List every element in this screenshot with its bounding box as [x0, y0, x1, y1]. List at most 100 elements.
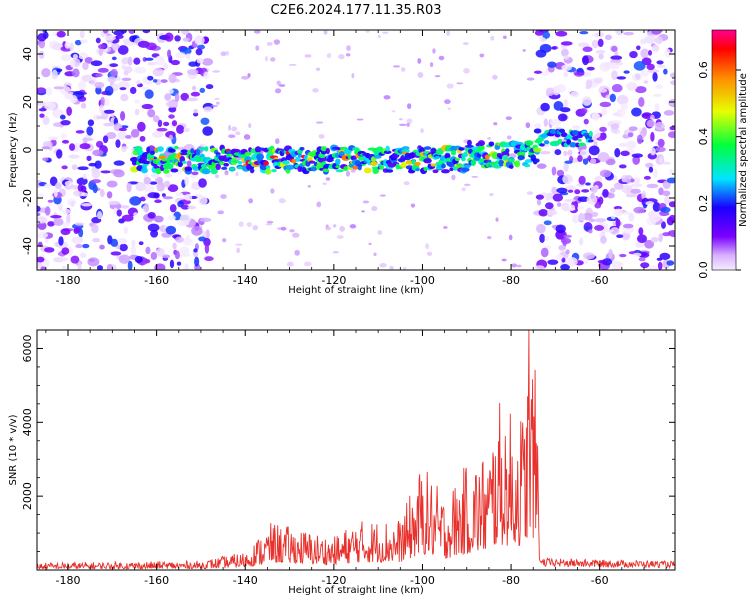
heatmap-cell — [109, 63, 119, 68]
heatmap-cell — [61, 247, 70, 255]
heatmap-cell — [356, 163, 363, 167]
heatmap-cell — [446, 30, 450, 36]
heatmap-cell — [182, 237, 193, 246]
heatmap-cell — [294, 249, 300, 256]
heatmap-cell — [323, 30, 328, 35]
heatmap-cell — [146, 146, 151, 154]
heatmap-cell — [154, 263, 166, 270]
heatmap-cell — [60, 54, 71, 62]
x-tick-label: -180 — [56, 274, 81, 287]
heatmap-cell — [599, 126, 607, 132]
heatmap-cell — [127, 56, 133, 66]
heatmap-cell — [536, 199, 542, 206]
heatmap-cell — [357, 165, 362, 171]
heatmap-cell — [458, 147, 465, 151]
heatmap-cell — [666, 260, 675, 266]
heatmap-cell — [543, 118, 549, 127]
heatmap-cell — [382, 31, 389, 34]
heatmap-cell — [151, 131, 164, 138]
heatmap-cell — [543, 140, 550, 145]
heatmap-cell — [590, 192, 595, 200]
heatmap-cell — [252, 225, 259, 231]
heatmap-cell — [40, 266, 46, 270]
heatmap-cell — [502, 155, 509, 161]
heatmap-cell — [45, 87, 53, 96]
heatmap-cell — [588, 229, 593, 234]
heatmap-cell — [365, 30, 370, 33]
heatmap-cell — [635, 86, 647, 94]
heatmap-cell — [69, 95, 78, 104]
heatmap-cell — [539, 233, 545, 243]
heatmap-cell — [176, 192, 184, 197]
heatmap-cell — [565, 249, 570, 255]
heatmap-cell — [577, 205, 584, 210]
heatmap-cell — [77, 52, 88, 60]
heatmap-cell — [392, 65, 400, 68]
heatmap-cell — [322, 182, 327, 185]
heatmap-cell — [423, 158, 432, 164]
heatmap-cell — [191, 85, 197, 91]
heatmap-cell — [560, 263, 570, 270]
heatmap-cell — [42, 115, 50, 126]
heatmap-cell — [534, 123, 542, 129]
x-tick-label: -140 — [233, 574, 258, 587]
heatmap-cell — [465, 144, 474, 148]
heatmap-cell — [563, 71, 569, 78]
heatmap-cell — [270, 57, 276, 62]
heatmap-cell — [42, 157, 49, 162]
heatmap-cell — [640, 38, 647, 45]
heatmap-cell — [68, 154, 80, 159]
heatmap-cell — [369, 161, 378, 167]
heatmap-cell — [99, 189, 105, 198]
x-tick-label: -100 — [410, 274, 435, 287]
heatmap-cell — [142, 160, 151, 165]
heatmap-cell — [164, 173, 173, 178]
heatmap-cell — [644, 239, 655, 249]
heatmap-cell — [629, 82, 634, 87]
heatmap-cell — [76, 177, 88, 186]
heatmap-cell — [201, 58, 214, 66]
heatmap-cell — [164, 32, 174, 42]
heatmap-cell — [400, 67, 406, 72]
heatmap-cell — [58, 236, 64, 246]
heatmap-cell — [60, 119, 71, 126]
heatmap-cell — [150, 251, 158, 260]
heatmap-cell — [524, 140, 534, 146]
heatmap-cell — [653, 168, 658, 179]
heatmap-cell — [493, 122, 498, 126]
heatmap-cell — [630, 183, 643, 188]
heatmap-cell — [185, 53, 191, 60]
heatmap-cell — [441, 163, 446, 169]
snr-series-line — [37, 330, 675, 570]
heatmap-cell — [161, 158, 168, 162]
heatmap-cell — [646, 119, 655, 128]
heatmap-cell — [143, 203, 150, 213]
heatmap-cell — [304, 54, 312, 58]
heatmap-cell — [155, 167, 162, 175]
heatmap-cell — [119, 111, 126, 121]
heatmap-cell — [379, 194, 387, 197]
heatmap-cell — [642, 203, 647, 209]
heatmap-cell — [540, 102, 550, 112]
heatmap-cell — [582, 157, 589, 165]
heatmap-cell — [104, 85, 114, 96]
heatmap-cell — [564, 198, 577, 203]
heatmap-cell — [184, 176, 190, 186]
heatmap-cell — [563, 234, 572, 238]
heatmap-cell — [64, 41, 71, 49]
heatmap-cell — [557, 138, 563, 145]
heatmap-cell — [125, 134, 132, 139]
heatmap-cell — [585, 79, 593, 89]
heatmap-cell — [597, 38, 604, 48]
heatmap-cell — [229, 167, 235, 171]
heatmap-cell — [237, 166, 244, 170]
heatmap-cell — [556, 187, 568, 194]
heatmap-cell — [147, 223, 160, 232]
heatmap-cell — [190, 91, 201, 97]
heatmap-cell — [593, 129, 601, 138]
heatmap-cell — [487, 137, 492, 140]
heatmap-cell — [53, 86, 65, 90]
heatmap-cell — [623, 70, 630, 74]
heatmap-cell — [652, 72, 658, 82]
heatmap-cell — [96, 211, 103, 220]
